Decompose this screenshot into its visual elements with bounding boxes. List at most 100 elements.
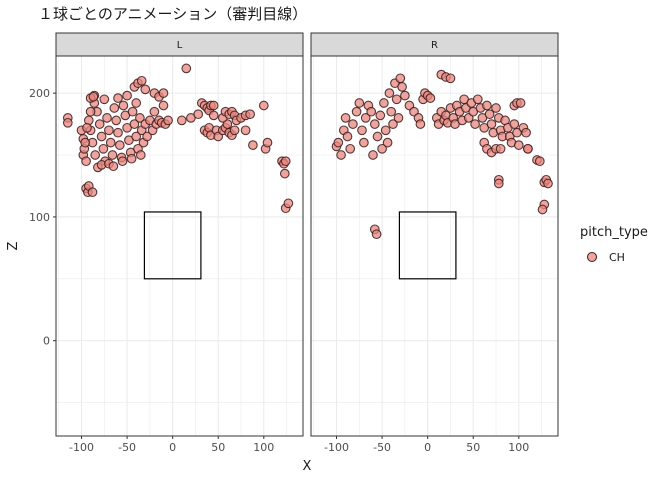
data-point: [472, 94, 483, 105]
y-tick-label: 100: [29, 211, 50, 224]
data-point: [114, 140, 125, 150]
data-point: [395, 73, 406, 84]
x-tick-label: -50: [118, 441, 136, 454]
data-point: [386, 106, 397, 117]
strike-zone-left: [143, 211, 202, 280]
data-point: [140, 84, 151, 95]
facet-panel-right: R -100 -50 0 50 100: [310, 32, 559, 454]
data-point: [357, 125, 367, 136]
data-point: [380, 125, 391, 136]
data-point: [279, 168, 290, 179]
data-point: [85, 106, 96, 117]
strike-zone-rect: [398, 211, 457, 280]
data-point: [377, 143, 387, 154]
data-point: [135, 150, 146, 160]
data-point: [368, 150, 378, 160]
data-point: [96, 131, 107, 142]
x-tick-label: 100: [508, 441, 529, 454]
data-point: [391, 94, 402, 105]
data-point: [340, 113, 351, 123]
data-point: [415, 119, 426, 129]
data-point: [513, 140, 524, 150]
data-point: [393, 113, 404, 123]
data-point: [493, 178, 504, 189]
data-point: [82, 122, 92, 133]
data-point: [105, 137, 116, 148]
data-point: [142, 131, 152, 142]
data-point: [345, 143, 356, 154]
data-point: [359, 137, 369, 148]
data-point: [372, 131, 383, 142]
data-point: [117, 156, 128, 167]
data-point: [445, 73, 456, 84]
data-point: [90, 150, 101, 160]
data-point: [258, 100, 269, 111]
y-axis-title: Z: [6, 241, 21, 250]
data-point: [523, 143, 533, 154]
data-point: [342, 131, 353, 142]
facet-panel-left: L -100 -50 0 50 100: [55, 32, 304, 454]
data-point: [107, 150, 118, 160]
data-point: [62, 117, 73, 128]
data-point: [102, 113, 112, 123]
data-point: [113, 93, 123, 103]
legend-key-ch: [587, 252, 597, 262]
data-point: [262, 137, 273, 148]
plot-bg-right: [311, 56, 558, 436]
data-point: [354, 98, 365, 108]
points-left: [62, 63, 294, 214]
data-point: [240, 125, 251, 136]
data-point: [208, 110, 219, 121]
data-point: [135, 113, 145, 123]
data-point: [495, 143, 506, 154]
strike-zone-rect: [143, 211, 202, 280]
data-point: [491, 103, 501, 113]
legend-label-ch: CH: [609, 251, 625, 264]
x-tick-label: 50: [211, 441, 225, 454]
data-point: [366, 106, 377, 117]
data-point: [158, 88, 169, 98]
data-point: [369, 119, 380, 129]
x-tick-label: 0: [424, 441, 431, 454]
y-axis-ticks: 0 100 200: [29, 87, 56, 348]
strip-label-right: R: [431, 40, 438, 51]
panel-border-left: [55, 55, 304, 437]
x-tick-label: -100: [324, 441, 349, 454]
data-point: [425, 93, 436, 103]
x-ticks-left: -100 -50 0 50 100: [69, 436, 274, 454]
data-point: [248, 140, 258, 150]
data-point: [400, 90, 410, 101]
data-point: [149, 106, 160, 117]
data-point: [543, 178, 553, 189]
data-point: [118, 100, 129, 111]
data-point: [131, 131, 142, 142]
x-tick-label: 50: [466, 441, 480, 454]
data-point: [131, 98, 142, 108]
data-point: [371, 229, 382, 240]
strip-label-left: L: [177, 40, 183, 51]
data-point: [193, 109, 204, 120]
data-point: [81, 156, 91, 167]
data-point: [384, 88, 395, 98]
data-point: [208, 100, 219, 111]
x-axis-title: X: [303, 459, 312, 474]
data-point: [122, 90, 132, 101]
data-point: [509, 119, 520, 129]
data-point: [87, 187, 98, 198]
data-point: [521, 127, 531, 138]
panel-border-right: [310, 55, 559, 437]
data-point: [375, 110, 386, 121]
data-point: [136, 75, 147, 86]
x-tick-label: 0: [169, 441, 176, 454]
data-point: [129, 119, 140, 129]
data-point: [280, 156, 291, 167]
x-tick-label: -50: [373, 441, 391, 454]
data-point: [351, 106, 362, 117]
legend: pitch_type CH: [580, 225, 648, 264]
data-point: [181, 63, 192, 74]
data-point: [397, 82, 407, 92]
points-right: [331, 69, 553, 240]
y-tick-label: 0: [43, 335, 50, 348]
x-tick-label: -100: [69, 441, 94, 454]
